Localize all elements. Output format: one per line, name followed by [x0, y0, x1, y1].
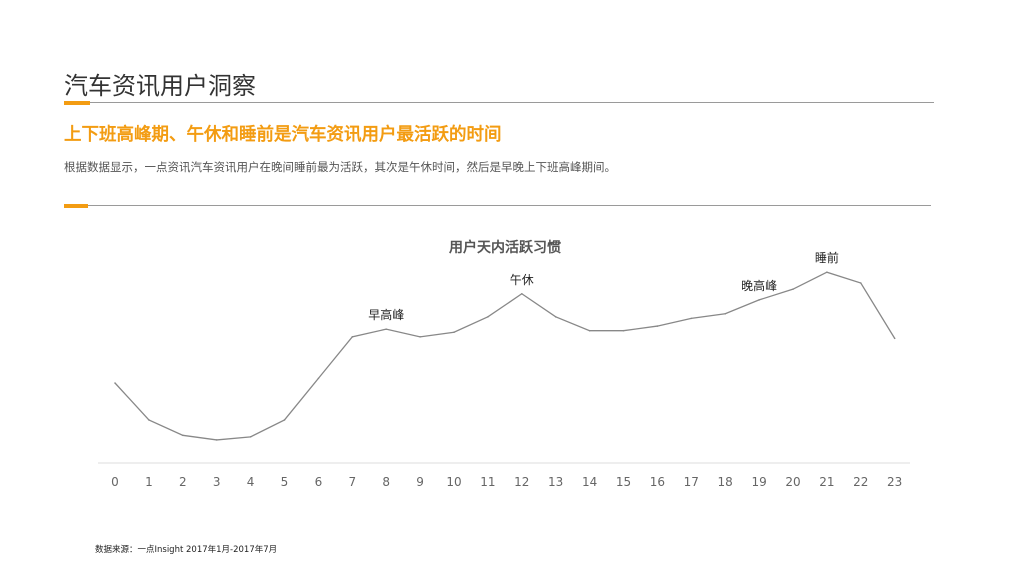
data-points: [114, 271, 896, 441]
data-point: [114, 382, 116, 384]
x-tick-label: 23: [887, 475, 902, 489]
chart-title: 用户天内活跃习惯: [449, 239, 561, 256]
x-tick-label: 20: [785, 475, 800, 489]
title-divider: [90, 102, 934, 103]
data-point: [419, 336, 421, 338]
annotation-label: 早高峰: [368, 307, 404, 322]
data-point: [487, 316, 489, 318]
description: 根据数据显示，一点资讯汽车资讯用户在晚间睡前最为活跃，其次是午休时间，然后是早晚…: [64, 160, 616, 174]
x-tick-labels: 0 1 2 3 4 5 6 7 8 9 10 11 12 13 14 15 16 17 18 19 20 21 22 23: [111, 475, 902, 489]
annotation-label: 午休: [510, 273, 534, 287]
series-line: [114, 271, 896, 441]
data-point: [283, 419, 286, 421]
data-point: [521, 292, 523, 295]
data-point: [453, 331, 455, 334]
data-point: [724, 312, 726, 315]
x-tick-label: 21: [819, 475, 834, 489]
data-source-note: 数据来源：一点Insight 2017年1月-2017年7月: [95, 545, 278, 555]
annotation-label: 睡前: [815, 250, 839, 265]
x-tick-label: 18: [718, 475, 733, 489]
x-tick-label: 9: [416, 475, 424, 489]
x-tick-label: 2: [179, 475, 187, 489]
data-point: [792, 288, 794, 290]
data-point: [758, 299, 760, 301]
x-tick-label: 11: [480, 475, 495, 489]
x-tick-label: 15: [616, 475, 631, 489]
x-tick-label: 8: [382, 475, 390, 489]
x-tick-label: 19: [751, 475, 766, 489]
section-divider: [88, 205, 931, 206]
x-tick-label: 17: [684, 475, 699, 489]
data-point: [249, 436, 252, 438]
section-accent-bar: [64, 204, 88, 208]
data-point: [622, 329, 625, 332]
x-tick-label: 14: [582, 475, 597, 489]
x-tick-label: 22: [853, 475, 868, 489]
data-point: [182, 434, 184, 437]
x-tick-label: 16: [650, 475, 665, 489]
x-tick-label: 4: [247, 475, 255, 489]
data-point: [215, 439, 218, 441]
data-point: [554, 316, 557, 318]
annotation-label: 晚高峰: [741, 278, 777, 293]
title-accent-bar: [64, 101, 90, 105]
page-title: 汽车资讯用户洞察: [64, 72, 256, 100]
data-point: [860, 282, 862, 284]
headline: 上下班高峰期、午休和睡前是汽车资讯用户最活跃的时间: [64, 125, 502, 145]
x-tick-label: 0: [111, 475, 119, 489]
data-point: [351, 336, 354, 338]
x-tick-label: 5: [281, 475, 289, 489]
data-point: [690, 317, 693, 320]
data-point: [148, 419, 150, 421]
x-tick-label: 10: [446, 475, 461, 489]
annotations: 早高峰 午休 晚高峰 睡前: [368, 250, 839, 322]
data-point: [588, 329, 591, 332]
x-tick-label: 6: [315, 475, 323, 489]
x-tick-label: 3: [213, 475, 221, 489]
data-point: [893, 337, 896, 340]
data-point: [385, 328, 388, 330]
x-tick-label: 7: [348, 475, 356, 489]
x-tick-label: 12: [514, 475, 529, 489]
data-point: [826, 271, 828, 274]
x-tick-label: 1: [145, 475, 153, 489]
data-point: [656, 325, 659, 327]
data-point: [317, 377, 320, 380]
x-tick-label: 13: [548, 475, 563, 489]
